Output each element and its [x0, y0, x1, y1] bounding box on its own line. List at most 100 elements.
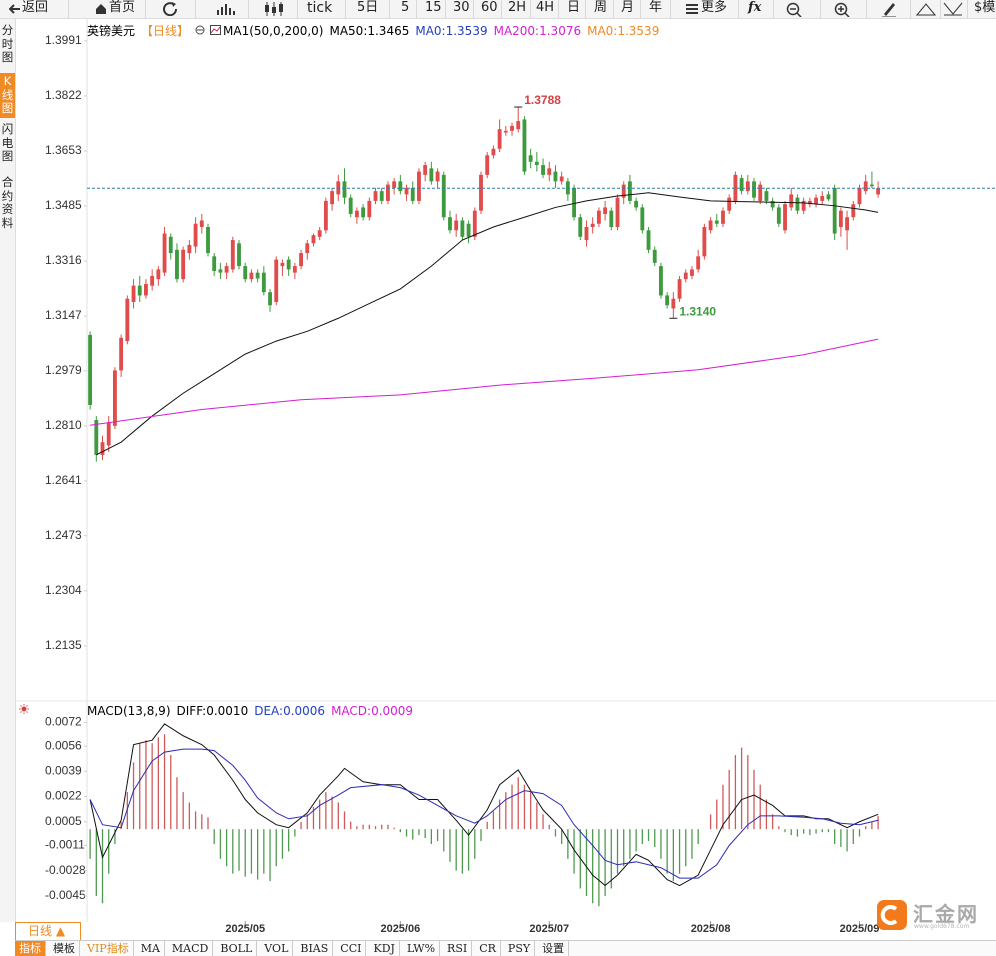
back-icon	[9, 4, 20, 14]
macd-icon	[19, 704, 29, 714]
legend-item: MA1(50,0,200,0)	[223, 24, 324, 38]
separator	[248, 0, 249, 18]
candle-body	[280, 262, 285, 267]
extreme-label: 1.3140	[679, 304, 716, 318]
indicator-tab[interactable]: BOLL	[216, 941, 258, 956]
indicator-line	[96, 192, 879, 456]
candle-body	[466, 223, 471, 237]
indicator-tab[interactable]: 指标	[15, 941, 46, 956]
period-button[interactable]: 月	[621, 0, 635, 15]
candle-body	[503, 130, 508, 133]
candle-body	[292, 266, 297, 273]
side-tab-active[interactable]: K线图	[0, 73, 15, 118]
period-selector[interactable]: 日线 ▲	[15, 922, 81, 941]
shape-button[interactable]	[916, 2, 936, 16]
candle-body	[342, 181, 347, 198]
refresh-button[interactable]	[163, 2, 179, 16]
y-tick-label: 0.0039	[45, 764, 82, 778]
candle-body	[373, 191, 378, 201]
legend-item: 英镑美元	[87, 24, 136, 38]
candle-body	[776, 207, 781, 224]
candle-body	[590, 223, 595, 227]
home-button[interactable]: 首页	[109, 0, 136, 15]
toolbar: 返回 首页 tick 5日 5 15 30 60 2H 4H 日 周 月 年 更…	[0, 0, 996, 19]
y-tick-label: 1.3822	[45, 88, 82, 102]
candle-body	[448, 217, 452, 231]
quote-button[interactable]: $模	[974, 0, 996, 15]
bar-chart-button[interactable]	[216, 2, 236, 16]
indicator-tab[interactable]: MACD	[168, 941, 214, 956]
price-legend: 英镑美元 【日线】 MA1(50,0,200,0) MA50:1.3465 MA0:1.…	[87, 22, 665, 39]
period-button[interactable]: 15	[425, 0, 442, 15]
candle-body	[671, 298, 676, 309]
indicator-tab[interactable]: VIP指标	[83, 941, 134, 956]
separator	[613, 0, 614, 18]
candle-body	[106, 422, 111, 446]
x-tick-label: 2025/07	[529, 923, 569, 935]
indicator-tab[interactable]: PSY	[504, 941, 536, 956]
candle-body	[497, 129, 502, 149]
period-button[interactable]: 年	[649, 0, 663, 15]
separator	[68, 0, 69, 18]
formula-button[interactable]: fx	[748, 0, 762, 15]
draw-button[interactable]	[881, 1, 897, 17]
indicator-tab[interactable]: BIAS	[296, 941, 334, 956]
candle-body	[119, 337, 124, 371]
indicator-tab[interactable]: RSI	[443, 941, 473, 956]
separator	[195, 0, 196, 18]
period-button[interactable]: 日	[567, 0, 581, 15]
side-tabs: 分时图 K线图 闪电图 合约资料	[0, 19, 16, 922]
side-tab[interactable]: 分时图	[1, 23, 14, 64]
indicator-tab[interactable]: 设置	[538, 941, 570, 956]
indicator-tab[interactable]: VOL	[260, 941, 294, 956]
side-tab[interactable]: 合约资料	[1, 175, 14, 230]
period-button[interactable]: 5日	[357, 0, 379, 15]
more-button[interactable]: 更多	[701, 0, 728, 15]
shape-button[interactable]	[943, 2, 963, 16]
candle-body	[820, 196, 825, 201]
candle-body	[330, 191, 335, 205]
period-button[interactable]: tick	[307, 0, 333, 16]
separator	[640, 0, 641, 18]
candle-body	[826, 194, 831, 200]
candle-body	[255, 272, 260, 279]
period-button[interactable]: 4H	[536, 0, 555, 15]
y-tick-label: 1.2641	[45, 473, 82, 487]
candle-body	[218, 269, 223, 273]
y-tick-label: 1.3991	[45, 33, 82, 47]
indicator-tab[interactable]: MA	[137, 941, 165, 956]
period-button[interactable]: 2H	[508, 0, 527, 15]
period-button[interactable]: 5	[401, 0, 410, 15]
candle-body	[323, 200, 328, 231]
indicator-tab[interactable]: LW%	[403, 941, 441, 956]
candle-body	[845, 217, 850, 231]
candle-body	[596, 210, 601, 224]
candle-body	[764, 191, 769, 201]
separator	[940, 0, 941, 18]
indicator-tab[interactable]: KDJ	[369, 941, 400, 956]
candle-body	[789, 194, 794, 208]
back-button[interactable]: 返回	[22, 0, 49, 15]
zoom-out-button[interactable]	[786, 2, 802, 17]
indicator-tab[interactable]: CR	[475, 941, 501, 956]
candle-body	[696, 256, 701, 270]
candle-button[interactable]	[263, 1, 285, 17]
period-button[interactable]: 60	[481, 0, 498, 15]
legend-icon	[210, 24, 222, 38]
candle-body	[131, 285, 136, 302]
y-tick-label: 1.2304	[45, 583, 82, 597]
candle-body	[702, 226, 707, 257]
indicator-tab[interactable]: 模板	[49, 941, 80, 956]
side-tab[interactable]: 闪电图	[1, 122, 14, 163]
period-button[interactable]: 周	[594, 0, 608, 15]
legend-item: MACD:0.0009	[331, 704, 414, 718]
y-tick-label: 1.2979	[45, 363, 82, 377]
indicator-tab[interactable]: CCI	[336, 941, 367, 956]
candle-body	[230, 240, 235, 270]
candle-body	[627, 181, 632, 201]
y-tick-label: 1.2810	[45, 418, 82, 432]
period-button[interactable]: 30	[453, 0, 470, 15]
candle-body	[814, 197, 818, 205]
zoom-in-button[interactable]	[834, 2, 850, 17]
candle-body	[541, 165, 545, 175]
